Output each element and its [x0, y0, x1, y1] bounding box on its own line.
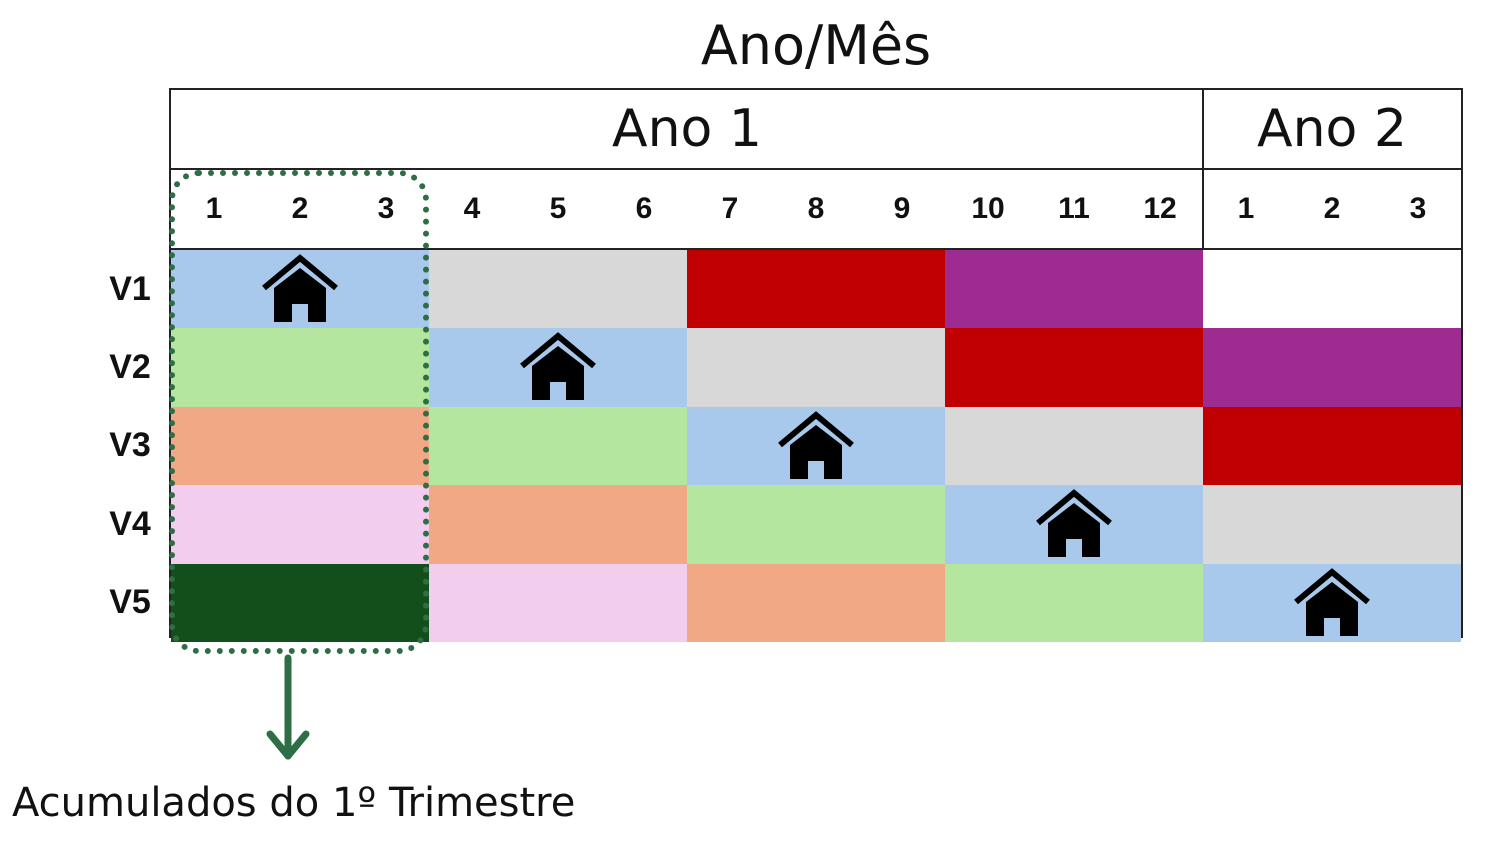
schedule-block — [1203, 563, 1461, 642]
schedule-block — [687, 563, 945, 642]
month-label: 2 — [1323, 192, 1341, 225]
schedule-block — [945, 563, 1203, 642]
schedule-block — [687, 328, 945, 407]
schedule-block — [429, 328, 687, 407]
grid-divider — [171, 168, 1461, 170]
row-label: V4 — [109, 504, 151, 543]
house-icon — [1292, 567, 1372, 638]
schedule-block — [429, 563, 687, 642]
schedule-block — [1203, 250, 1461, 329]
caption: Acumulados do 1º Trimestre — [12, 780, 576, 826]
month-label: 7 — [721, 192, 739, 225]
month-label: 3 — [377, 192, 395, 225]
schedule-block — [945, 328, 1203, 407]
diagram-title: Ano/Mês — [700, 14, 932, 77]
arrow-down-icon — [266, 654, 310, 760]
year-header: Ano 2 — [1257, 99, 1407, 159]
schedule-block — [687, 250, 945, 329]
row-label: V5 — [109, 583, 151, 622]
schedule-block — [429, 406, 687, 486]
month-label: 8 — [807, 192, 825, 225]
schedule-block — [429, 250, 687, 329]
schedule-grid: Ano 1 Ano 2 1 2 3 4 5 6 7 8 9 10 11 12 1 2 3 — [169, 88, 1463, 642]
month-label: 4 — [463, 192, 481, 225]
row-label: V3 — [109, 426, 151, 465]
house-icon — [518, 332, 598, 402]
row-label: V1 — [109, 269, 151, 308]
month-label: 11 — [1058, 192, 1090, 225]
schedule-block — [687, 406, 945, 486]
month-label: 12 — [1143, 192, 1177, 225]
schedule-block — [945, 250, 1203, 329]
schedule-block — [1203, 485, 1461, 564]
house-icon — [260, 254, 340, 324]
grid-divider — [171, 248, 1461, 250]
month-label: 1 — [1237, 192, 1255, 225]
schedule-block — [1203, 406, 1461, 486]
schedule-block — [429, 485, 687, 564]
schedule-block — [687, 485, 945, 564]
schedule-block — [945, 485, 1203, 564]
month-label: 3 — [1409, 192, 1427, 225]
house-icon — [776, 410, 856, 481]
month-label: 9 — [893, 192, 911, 225]
schedule-block — [171, 328, 429, 407]
schedule-block — [1203, 328, 1461, 407]
year-header: Ano 1 — [612, 99, 762, 159]
house-icon — [1034, 489, 1114, 559]
month-label: 10 — [971, 192, 1005, 225]
schedule-block — [171, 406, 429, 486]
schedule-block — [171, 250, 429, 329]
year-divider — [1202, 90, 1204, 250]
row-label: V2 — [109, 347, 151, 386]
month-label: 1 — [205, 192, 223, 225]
schedule-block — [171, 563, 429, 642]
month-label: 2 — [291, 192, 309, 225]
first-quarter-highlight — [169, 170, 429, 654]
schedule-block — [945, 406, 1203, 486]
month-label: 6 — [635, 192, 653, 225]
month-label: 5 — [549, 192, 567, 225]
schedule-block — [171, 485, 429, 564]
